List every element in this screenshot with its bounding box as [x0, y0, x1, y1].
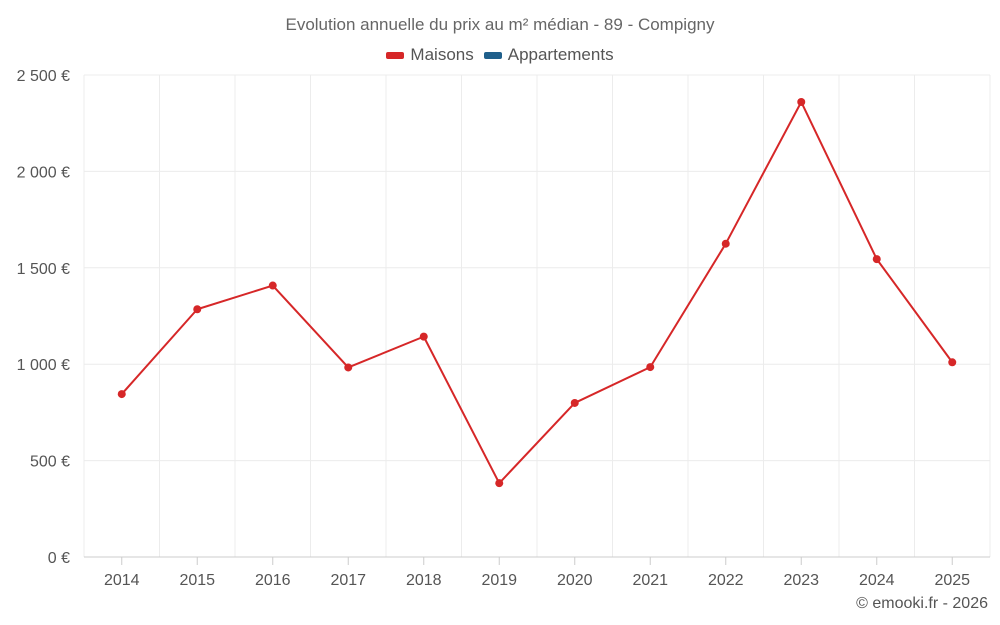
x-tick-label: 2018	[406, 572, 442, 589]
legend-item-appartements[interactable]: Appartements	[483, 45, 614, 65]
y-tick-label: 1 000 €	[17, 357, 70, 374]
legend-swatch-maisons	[386, 51, 405, 59]
x-tick-label: 2022	[708, 572, 744, 589]
x-tick-label: 2020	[557, 572, 593, 589]
y-tick-label: 2 000 €	[17, 164, 70, 181]
y-tick-label: 0 €	[48, 550, 70, 567]
legend: Maisons Appartements	[0, 45, 1000, 65]
data-point-maisons[interactable]	[721, 239, 730, 248]
legend-swatch-appartements	[483, 51, 502, 59]
x-tick-label: 2015	[179, 572, 215, 589]
data-point-maisons[interactable]	[495, 479, 504, 488]
data-point-maisons[interactable]	[193, 305, 202, 314]
y-tick-label: 2 500 €	[17, 68, 70, 85]
x-tick-label: 2016	[255, 572, 291, 589]
data-point-maisons[interactable]	[646, 363, 655, 372]
data-point-maisons[interactable]	[344, 363, 353, 372]
y-tick-label: 500 €	[30, 454, 70, 471]
series-line-maisons	[121, 100, 954, 485]
legend-label-appartements: Appartements	[507, 45, 614, 64]
x-tick-label: 2021	[632, 572, 668, 589]
x-tick-label: 2024	[859, 572, 895, 589]
chart-title: Evolution annuelle du prix au m² médian …	[285, 15, 715, 34]
data-point-maisons[interactable]	[117, 390, 126, 399]
data-point-maisons[interactable]	[948, 358, 957, 367]
y-tick-label: 1 500 €	[17, 261, 70, 278]
legend-label-maisons: Maisons	[410, 45, 474, 64]
x-tick-label: 2025	[934, 572, 970, 589]
data-point-maisons[interactable]	[872, 255, 881, 264]
x-tick-label: 2019	[481, 572, 517, 589]
data-point-maisons[interactable]	[268, 281, 277, 290]
data-point-maisons[interactable]	[419, 332, 428, 341]
x-tick-label: 2017	[330, 572, 366, 589]
data-point-maisons[interactable]	[570, 398, 579, 407]
credit-text: © emooki.fr - 2026	[856, 595, 988, 612]
x-tick-label: 2014	[104, 572, 140, 589]
data-point-maisons[interactable]	[797, 97, 806, 106]
legend-item-maisons[interactable]: Maisons	[386, 45, 474, 65]
x-tick-label: 2023	[783, 572, 819, 589]
